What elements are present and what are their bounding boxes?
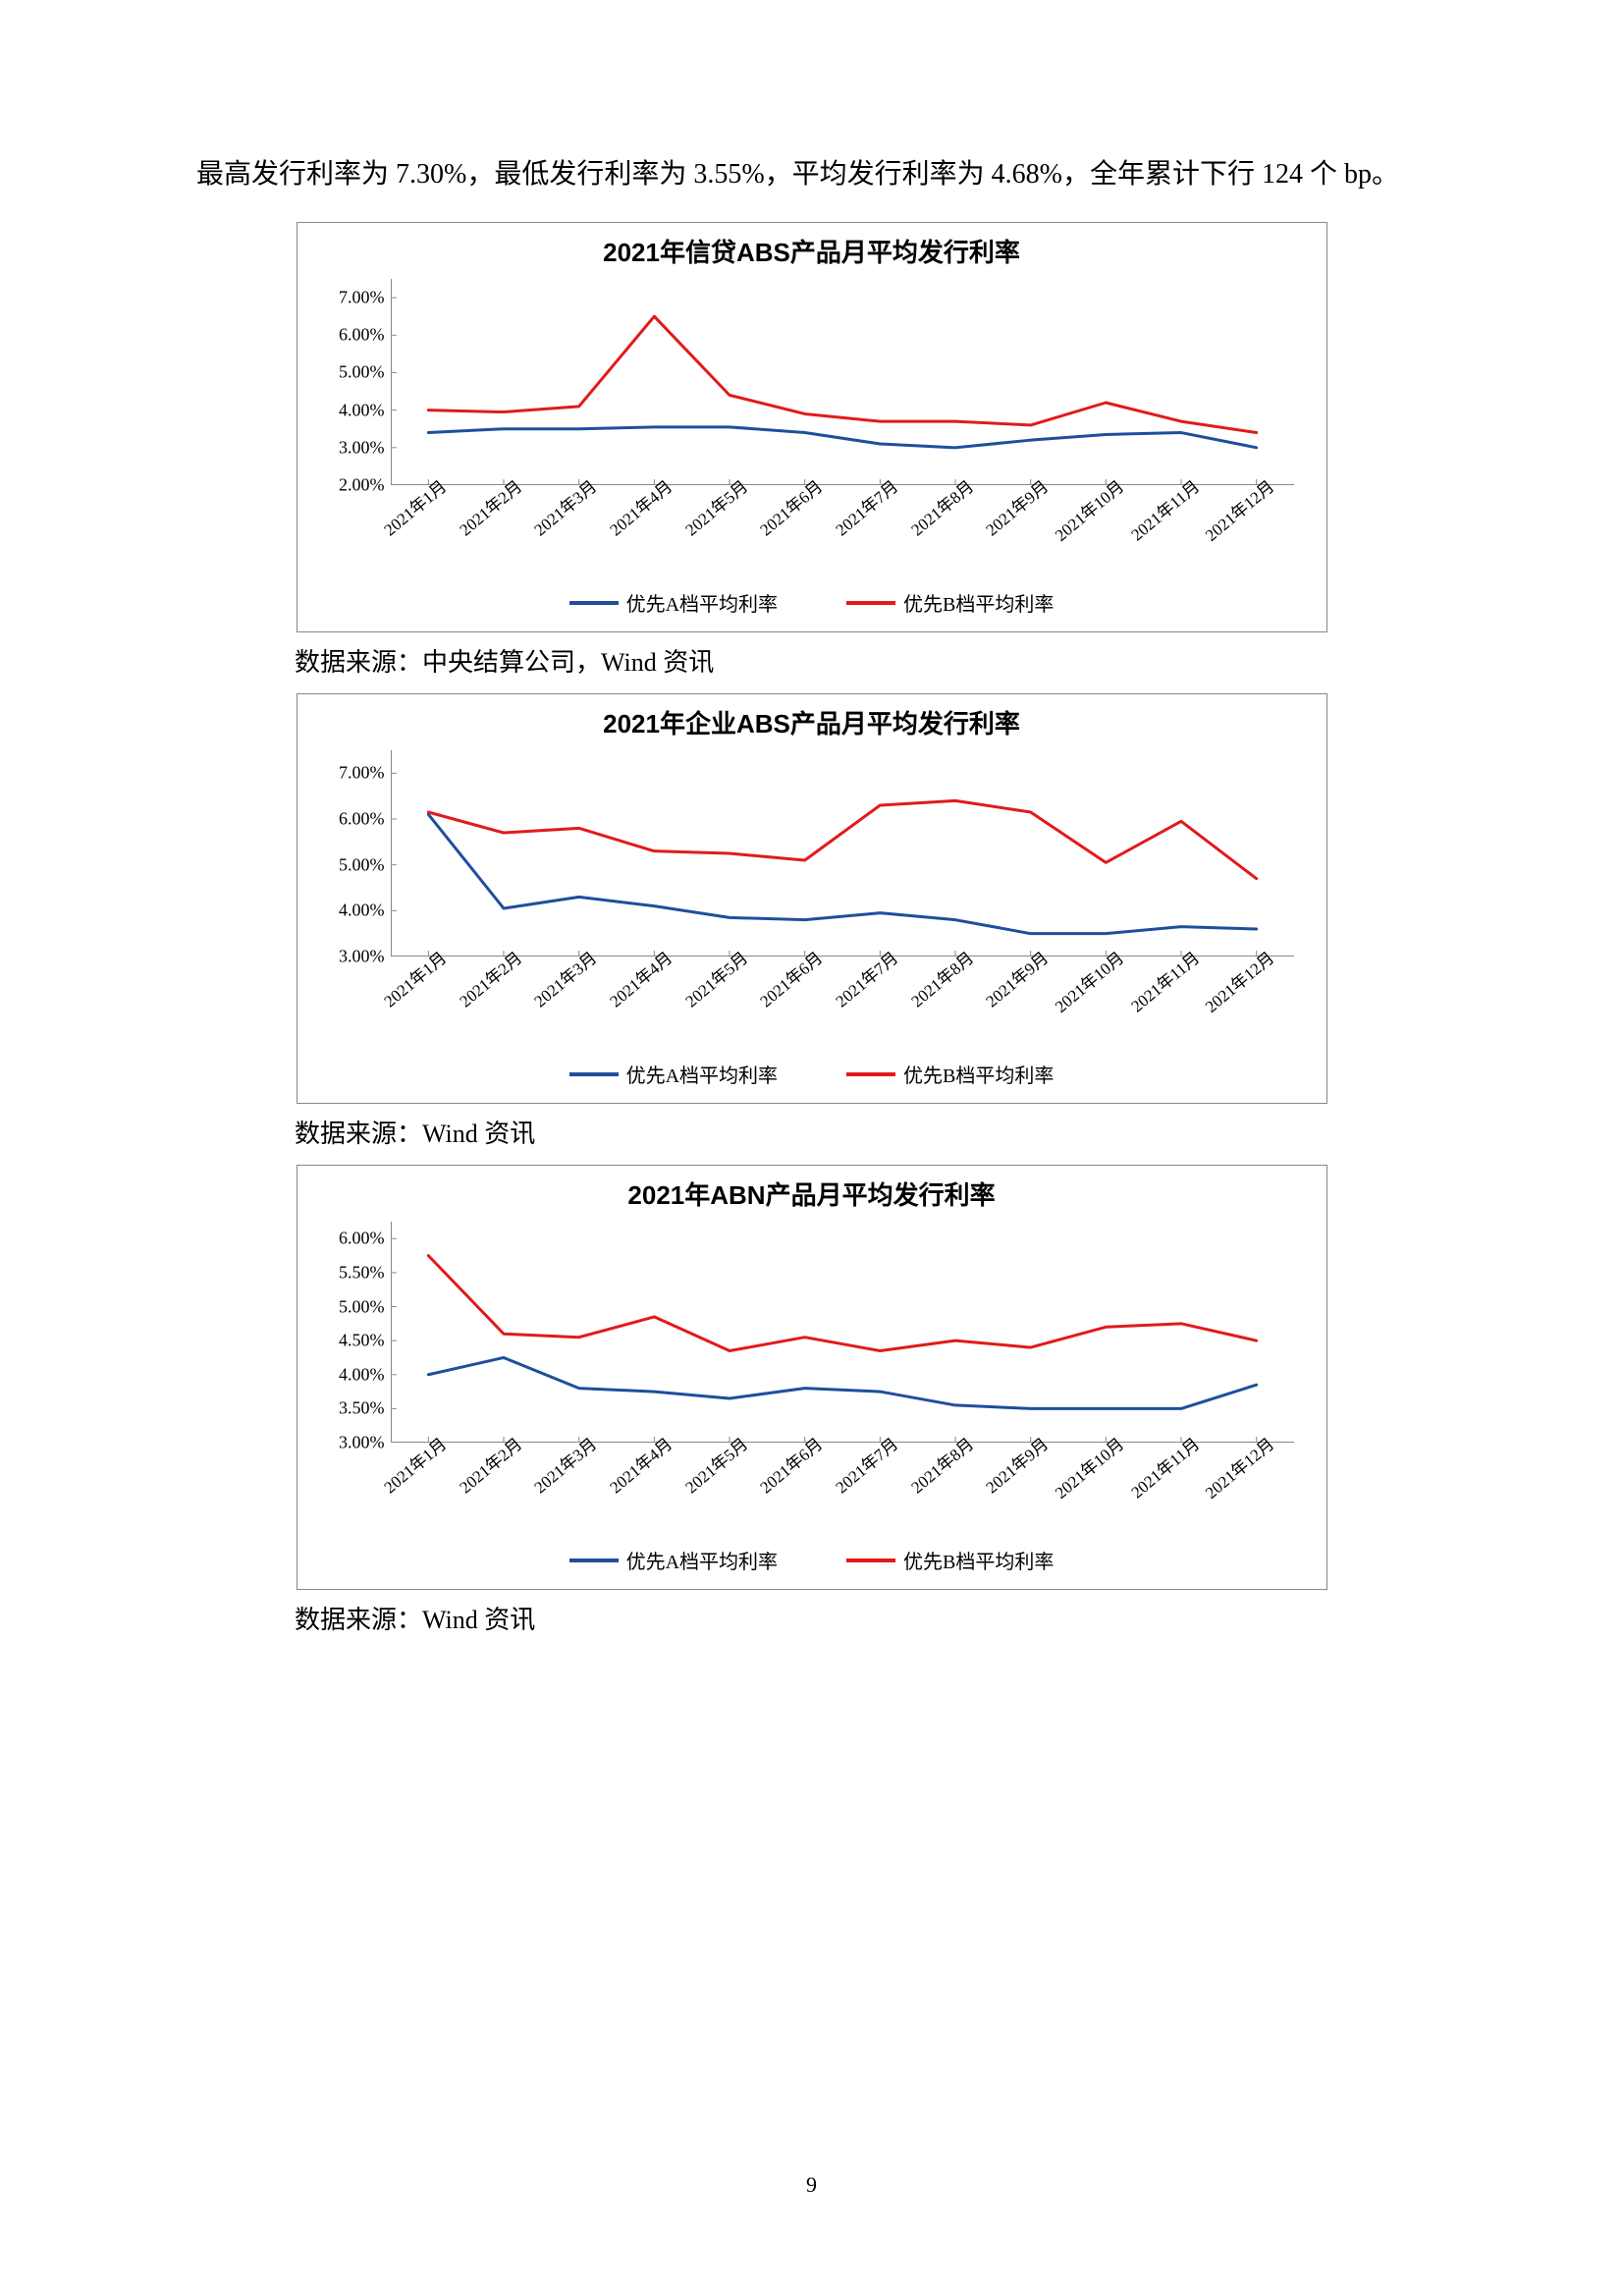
- chart-2-source: 数据来源：Wind 资讯: [295, 1114, 1427, 1150]
- y-tick-label: 6.00%: [339, 325, 391, 346]
- legend-swatch-a-icon: [569, 1072, 619, 1076]
- legend-swatch-a-icon: [569, 1558, 619, 1562]
- chart-3-legend: 优先A档平均利率 优先B档平均利率: [317, 1546, 1307, 1574]
- y-tick-label: 2.00%: [339, 475, 391, 496]
- y-tick-label: 5.00%: [339, 362, 391, 383]
- chart-3-title: 2021年ABN产品月平均发行利率: [317, 1175, 1307, 1212]
- y-tick-label: 4.00%: [339, 901, 391, 921]
- chart-2-legend-item-a: 优先A档平均利率: [569, 1060, 778, 1088]
- y-tick-label: 3.50%: [339, 1398, 391, 1419]
- y-tick-label: 4.50%: [339, 1331, 391, 1351]
- chart-3-source: 数据来源：Wind 资讯: [295, 1600, 1427, 1636]
- chart-1-legend-item-a: 优先A档平均利率: [569, 588, 778, 617]
- chart-3-legend-item-a: 优先A档平均利率: [569, 1546, 778, 1574]
- chart-2-plot-area: 2021年1月2021年2月2021年3月2021年4月2021年5月2021年…: [391, 750, 1307, 1055]
- chart-3-plot-wrapper: 3.00% 3.50% 4.00% 4.50% 5.00% 5.50% 6.00% 2021…: [317, 1222, 1307, 1541]
- chart-2-container: 2021年企业ABS产品月平均发行利率 3.00% 4.00% 5.00% 6.00%…: [297, 693, 1327, 1104]
- chart-1-plot-wrapper: 2.00% 3.00% 4.00% 5.00% 6.00% 7.00% 2021年1月20…: [317, 279, 1307, 583]
- chart-series-line: [428, 316, 1256, 432]
- chart-2-legend-label-b: 优先B档平均利率: [903, 1060, 1054, 1088]
- chart-2-title: 2021年企业ABS产品月平均发行利率: [317, 704, 1307, 740]
- y-tick-label: 3.00%: [339, 437, 391, 458]
- body-paragraph: 最高发行利率为 7.30%，最低发行利率为 3.55%，平均发行利率为 4.68…: [196, 147, 1427, 202]
- y-tick-label: 7.00%: [339, 763, 391, 784]
- y-tick-label: 5.00%: [339, 1296, 391, 1317]
- chart-2-legend-label-a: 优先A档平均利率: [626, 1060, 778, 1088]
- chart-3-legend-item-b: 优先B档平均利率: [846, 1546, 1054, 1574]
- legend-swatch-b-icon: [846, 1558, 895, 1562]
- chart-2-svg: [391, 750, 1294, 957]
- chart-1-source: 数据来源：中央结算公司，Wind 资讯: [295, 642, 1427, 679]
- chart-3-svg: [391, 1222, 1294, 1443]
- chart-1-title: 2021年信贷ABS产品月平均发行利率: [317, 233, 1307, 269]
- chart-series-line: [428, 800, 1256, 878]
- chart-2-legend-item-b: 优先B档平均利率: [846, 1060, 1054, 1088]
- chart-1-x-axis: 2021年1月2021年2月2021年3月2021年4月2021年5月2021年…: [391, 490, 1294, 583]
- chart-1-plot-area: 2021年1月2021年2月2021年3月2021年4月2021年5月2021年…: [391, 279, 1307, 583]
- y-tick-label: 4.00%: [339, 1364, 391, 1385]
- legend-swatch-b-icon: [846, 601, 895, 605]
- chart-series-line: [428, 1256, 1256, 1351]
- chart-1-legend: 优先A档平均利率 优先B档平均利率: [317, 588, 1307, 617]
- y-tick-label: 6.00%: [339, 1229, 391, 1249]
- y-tick-label: 4.00%: [339, 400, 391, 420]
- chart-series-line: [428, 1357, 1256, 1408]
- chart-1-y-axis: 2.00%3.00%4.00%5.00%6.00%7.00%: [317, 279, 391, 485]
- chart-3-y-axis: 3.00%3.50%4.00%4.50%5.00%5.50%6.00%: [317, 1222, 391, 1443]
- chart-3-legend-label-b: 优先B档平均利率: [903, 1546, 1054, 1574]
- y-tick-label: 7.00%: [339, 288, 391, 308]
- chart-2-x-axis: 2021年1月2021年2月2021年3月2021年4月2021年5月2021年…: [391, 961, 1294, 1055]
- legend-swatch-a-icon: [569, 601, 619, 605]
- chart-2-y-axis: 3.00%4.00%5.00%6.00%7.00%: [317, 750, 391, 957]
- chart-2-legend: 优先A档平均利率 优先B档平均利率: [317, 1060, 1307, 1088]
- chart-1-container: 2021年信贷ABS产品月平均发行利率 2.00% 3.00% 4.00% 5.00%…: [297, 222, 1327, 632]
- chart-1-svg: [391, 279, 1294, 485]
- y-tick-label: 5.00%: [339, 854, 391, 875]
- chart-1-legend-item-b: 优先B档平均利率: [846, 588, 1054, 617]
- chart-1-legend-label-a: 优先A档平均利率: [626, 588, 778, 617]
- chart-1-legend-label-b: 优先B档平均利率: [903, 588, 1054, 617]
- chart-2-plot-wrapper: 3.00% 4.00% 5.00% 6.00% 7.00% 2021年1月2021年2月…: [317, 750, 1307, 1055]
- y-tick-label: 6.00%: [339, 809, 391, 830]
- y-tick-label: 3.00%: [339, 1433, 391, 1453]
- chart-3-container: 2021年ABN产品月平均发行利率 3.00% 3.50% 4.00% 4.50% 5.…: [297, 1165, 1327, 1590]
- y-tick-label: 3.00%: [339, 947, 391, 967]
- chart-3-plot-area: 2021年1月2021年2月2021年3月2021年4月2021年5月2021年…: [391, 1222, 1307, 1541]
- chart-series-line: [428, 427, 1256, 448]
- chart-3-legend-label-a: 优先A档平均利率: [626, 1546, 778, 1574]
- legend-swatch-b-icon: [846, 1072, 895, 1076]
- y-tick-label: 5.50%: [339, 1262, 391, 1283]
- chart-3-x-axis: 2021年1月2021年2月2021年3月2021年4月2021年5月2021年…: [391, 1448, 1294, 1541]
- page-number: 9: [806, 2172, 817, 2198]
